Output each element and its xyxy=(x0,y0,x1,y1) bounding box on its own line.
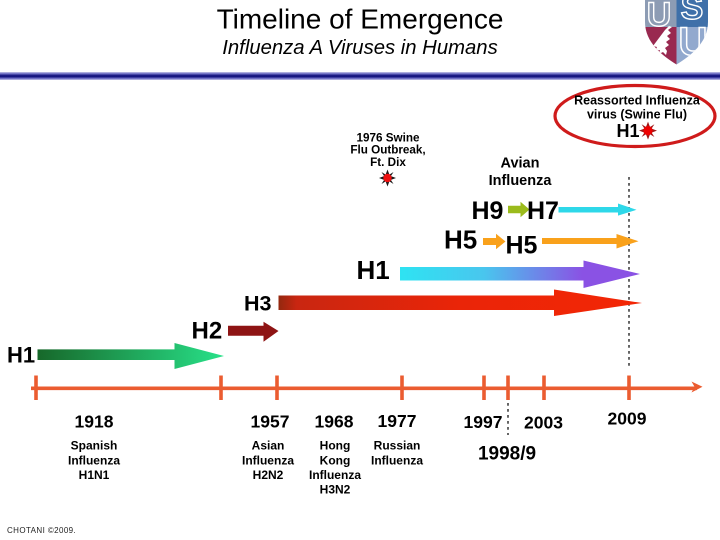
svg-text:Kong: Kong xyxy=(320,454,351,468)
svg-text:H1: H1 xyxy=(7,343,35,368)
svg-text:H5: H5 xyxy=(444,225,477,255)
svg-text:Reassorted Influenza: Reassorted Influenza xyxy=(574,94,701,108)
svg-text:CHOTANI ©2009.: CHOTANI ©2009. xyxy=(7,526,76,535)
svg-text:1997: 1997 xyxy=(464,412,503,432)
svg-text:H3: H3 xyxy=(244,292,272,316)
svg-text:1976 Swine: 1976 Swine xyxy=(356,132,420,145)
svg-text:U: U xyxy=(679,20,708,64)
svg-text:Influenza: Influenza xyxy=(242,454,294,468)
svg-text:Influenza: Influenza xyxy=(309,468,361,482)
svg-text:2003: 2003 xyxy=(524,413,563,433)
svg-text:Flu Outbreak,: Flu Outbreak, xyxy=(350,144,425,157)
svg-text:Influenza: Influenza xyxy=(371,454,423,468)
svg-text:Influenza: Influenza xyxy=(489,173,553,189)
svg-text:H1N1: H1N1 xyxy=(79,468,110,482)
svg-text:Spanish: Spanish xyxy=(71,439,118,453)
svg-text:H2: H2 xyxy=(192,318,223,345)
svg-text:1998/9: 1998/9 xyxy=(478,444,536,465)
svg-text:H1: H1 xyxy=(357,255,390,285)
svg-text:H7: H7 xyxy=(527,197,559,225)
svg-text:1968: 1968 xyxy=(315,412,354,432)
svg-text:2009: 2009 xyxy=(608,409,647,429)
svg-text:Avian: Avian xyxy=(501,156,540,172)
svg-text:Influenza: Influenza xyxy=(68,454,120,468)
svg-text:1977: 1977 xyxy=(378,411,417,431)
svg-text:H2N2: H2N2 xyxy=(253,468,284,482)
svg-text:1957: 1957 xyxy=(251,412,290,432)
svg-text:H1: H1 xyxy=(616,121,639,141)
svg-text:S: S xyxy=(681,0,704,27)
svg-text:H9: H9 xyxy=(472,197,504,225)
svg-text:Hong: Hong xyxy=(320,439,351,453)
svg-text:Timeline of Emergence: Timeline of Emergence xyxy=(217,4,504,35)
svg-text:1918: 1918 xyxy=(75,412,114,432)
svg-text:virus (Swine Flu): virus (Swine Flu) xyxy=(587,108,687,122)
svg-text:Influenza A Viruses in Humans: Influenza A Viruses in Humans xyxy=(222,37,497,59)
svg-text:Ft. Dix: Ft. Dix xyxy=(370,156,406,169)
svg-text:Russian: Russian xyxy=(374,439,421,453)
svg-text:H5: H5 xyxy=(506,232,538,260)
svg-text:Asian: Asian xyxy=(252,439,285,453)
svg-text:H3N2: H3N2 xyxy=(320,483,351,497)
svg-text:U: U xyxy=(647,0,672,34)
